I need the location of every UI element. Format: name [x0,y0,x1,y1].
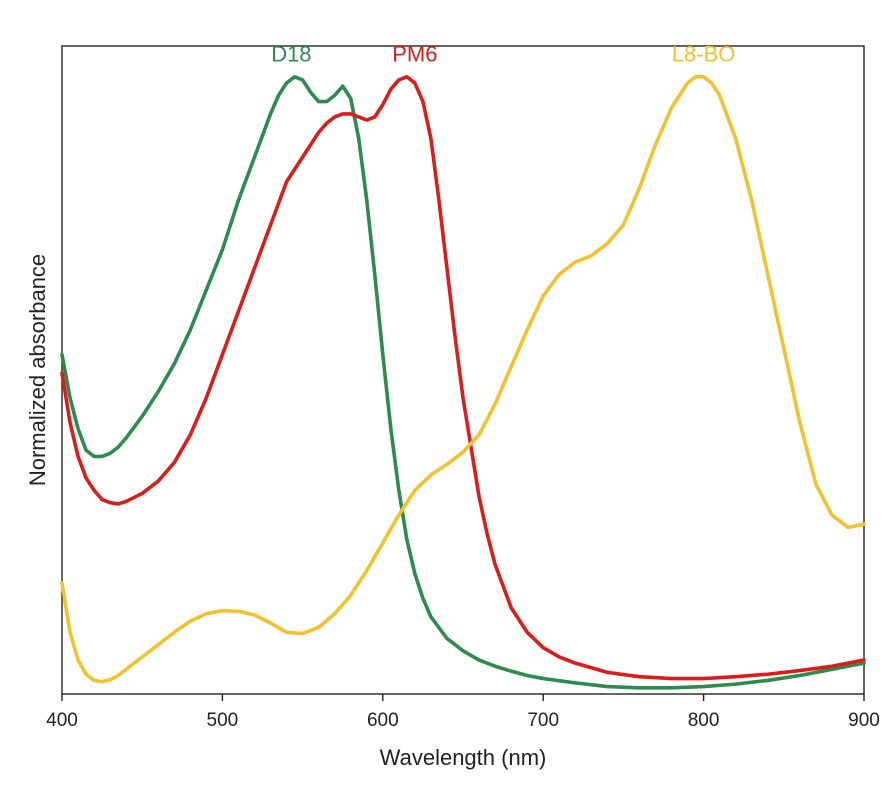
x-axis-title: Wavelength (nm) [380,745,547,770]
series-lines [60,75,866,690]
x-tick-label-700: 700 [527,710,559,731]
y-axis-title: Normalized absorbance [25,254,50,486]
series-line-d18 [60,75,866,690]
series-labels: D18 PM6 L8-BO [271,42,735,67]
series-label-d18: D18 [271,42,311,67]
x-axis-ticks: 400 500 600 700 800 900 [46,694,880,731]
series-label-l8-bo: L8-BO [672,42,736,67]
x-tick-label-500: 500 [207,710,239,731]
series-line-l8-bo [60,75,866,684]
plot-frame [61,45,865,695]
series-label-pm6: PM6 [392,42,437,67]
x-tick-label-400: 400 [46,710,78,731]
series-line-pm6 [60,75,866,681]
x-tick-label-600: 600 [367,710,399,731]
x-tick-label-900: 900 [848,710,880,731]
x-tick-label-800: 800 [688,710,720,731]
